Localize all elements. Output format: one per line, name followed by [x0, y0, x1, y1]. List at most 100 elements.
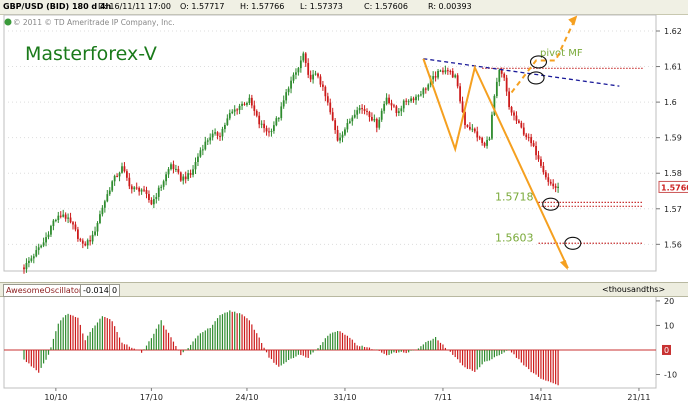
candle-body — [214, 132, 216, 134]
candle-body — [515, 115, 518, 121]
date-tick-label: 14/11 — [529, 393, 552, 402]
oscillator-bars — [23, 310, 559, 386]
candle-body — [446, 70, 449, 72]
candle-body — [126, 171, 128, 178]
candle-body — [454, 75, 457, 78]
candle-body — [30, 258, 33, 261]
candle-body — [260, 123, 263, 125]
candle-body — [57, 215, 60, 221]
candle-body — [113, 175, 116, 182]
candle-body — [380, 110, 383, 120]
logo-icon — [4, 18, 12, 26]
current-price-tag — [658, 180, 688, 193]
candle-body — [378, 119, 381, 128]
candle-body — [121, 166, 123, 173]
candle-body — [537, 155, 540, 160]
candles — [23, 51, 559, 274]
candle-body — [390, 103, 393, 106]
candle-body — [96, 223, 99, 232]
candle-body — [23, 267, 25, 270]
candle-body — [108, 190, 111, 195]
osc-zero-tag — [662, 344, 671, 355]
copyright-text: © 2011 © TD Ameritrade IP Company, Inc. — [13, 18, 175, 27]
candle-body — [493, 96, 496, 115]
date-tick-label: 31/10 — [333, 393, 356, 402]
candle-body — [94, 231, 96, 235]
price-tick-label: 1.57 — [664, 205, 682, 214]
candle-body — [50, 226, 52, 235]
candle-body — [417, 95, 420, 97]
oscillator-units: <thousandths> — [602, 285, 666, 294]
candle-body — [204, 141, 207, 150]
oscillator-zero: 0 — [109, 284, 121, 297]
price-tick-label: 1.56 — [664, 240, 682, 249]
candle-body — [91, 234, 94, 242]
candle-body — [309, 74, 312, 80]
candle-body — [206, 140, 209, 142]
candle-body — [439, 70, 442, 72]
candle-body — [525, 134, 528, 138]
candle-body — [285, 92, 288, 101]
candle-body — [351, 117, 354, 122]
candle-body — [432, 76, 435, 80]
candle-body — [478, 137, 481, 139]
candle-body — [331, 112, 334, 121]
bullish-projection-line — [510, 18, 577, 94]
support-level-label: 1.5603 — [495, 231, 534, 244]
candle-body — [540, 159, 542, 166]
candle-body — [476, 131, 479, 138]
candle-body — [500, 69, 503, 74]
candle-body — [89, 240, 92, 242]
candle-body — [397, 111, 400, 113]
date-tick-label: 10/10 — [44, 393, 67, 402]
candle-body — [491, 114, 493, 139]
candle-body — [192, 169, 194, 175]
projection-arrowhead — [559, 260, 568, 271]
candle-body — [162, 181, 165, 187]
price-tick-label: 1.61 — [664, 63, 682, 72]
candle-body — [246, 102, 248, 105]
candle-body — [317, 73, 319, 77]
range-readout: R: 0.00393 — [428, 2, 472, 11]
candle-body — [483, 142, 486, 146]
candle-body — [341, 134, 344, 138]
candle-body — [368, 111, 371, 118]
candle-body — [282, 100, 285, 107]
current-price-tag-text: 1.5760 — [661, 183, 688, 192]
candle-body — [157, 187, 160, 197]
candle-body — [69, 217, 72, 223]
candle-body — [532, 143, 535, 146]
candle-body — [194, 162, 197, 170]
candle-body — [544, 172, 547, 178]
candle-body — [189, 173, 192, 175]
oscillator-name[interactable]: AwesomeOscillator — [3, 284, 86, 297]
candle-body — [277, 118, 280, 120]
candle-body — [86, 240, 89, 246]
osc-zero-tag-text: 0 — [664, 346, 669, 355]
candle-body — [383, 103, 386, 111]
candle-body — [199, 150, 202, 157]
candle-body — [449, 71, 452, 73]
candle-body — [530, 137, 533, 144]
candle-body — [557, 186, 559, 188]
candle-body — [209, 137, 212, 141]
date-tick-label: 24/10 — [235, 393, 258, 402]
candle-body — [182, 176, 185, 181]
candle-body — [219, 135, 221, 137]
candle-body — [253, 105, 256, 111]
candle-body — [495, 81, 498, 97]
candle-body — [28, 260, 30, 263]
osc-tick-label: -10 — [664, 371, 677, 380]
candle-body — [356, 110, 359, 115]
candle-body — [172, 164, 175, 170]
candle-body — [47, 234, 50, 238]
date-tick-label: 21/11 — [627, 393, 650, 402]
candle-body — [471, 128, 474, 130]
candle-body — [473, 128, 476, 132]
candle-body — [299, 60, 302, 69]
candle-body — [40, 245, 43, 248]
candle-body — [45, 237, 47, 243]
candle-body — [155, 196, 158, 200]
candle-body — [552, 183, 555, 187]
